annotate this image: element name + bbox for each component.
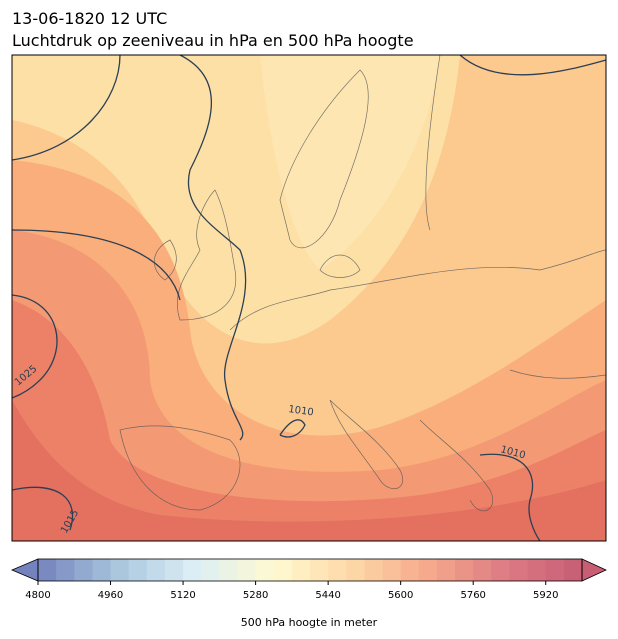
colorbar-tick-label: 5760 bbox=[460, 590, 485, 601]
colorbar-tick-label: 5280 bbox=[243, 590, 268, 601]
colorbar-segment bbox=[545, 559, 565, 581]
colorbar-segment bbox=[128, 559, 148, 581]
colorbar-tick-label: 5600 bbox=[388, 590, 413, 601]
field bbox=[12, 300, 606, 541]
colorbar-frame bbox=[37, 558, 583, 582]
colorbar-segment bbox=[563, 559, 583, 581]
colorbar-segment bbox=[400, 559, 420, 581]
colorbar-segment bbox=[201, 559, 220, 581]
colorbar-segment bbox=[164, 559, 184, 581]
colorbar-segment bbox=[509, 559, 529, 581]
colorbar-tick-label: 4960 bbox=[98, 590, 123, 601]
colorbar-segment bbox=[346, 559, 365, 581]
colorbar-segment bbox=[436, 559, 456, 581]
map-frame bbox=[11, 54, 607, 542]
map: 1025 1010 1010 1015 bbox=[12, 55, 606, 541]
colorbar-segment bbox=[92, 559, 112, 581]
colorbar-extend bbox=[10, 558, 39, 582]
colorbar-segment bbox=[364, 559, 384, 581]
field bbox=[260, 55, 440, 270]
coastlines bbox=[119, 55, 606, 512]
colorbar-segment bbox=[56, 559, 75, 581]
colorbar-segment bbox=[527, 559, 547, 581]
colorbar-segment bbox=[291, 559, 311, 581]
colorbar-segment bbox=[255, 559, 275, 581]
colorbar-tick-label: 5440 bbox=[315, 590, 340, 601]
colorbar-segment bbox=[418, 559, 438, 581]
colorbar-segment bbox=[38, 559, 57, 581]
colorbar-tick-label: 5920 bbox=[533, 590, 558, 601]
colorbar-segment bbox=[491, 559, 510, 581]
isobars bbox=[12, 55, 606, 541]
subtitle: Luchtdruk op zeeniveau in hPa en 500 hPa… bbox=[12, 31, 414, 50]
colorbar-segment bbox=[110, 559, 130, 581]
colorbar-segment bbox=[382, 559, 402, 581]
colorbar-tick-label: 5120 bbox=[170, 590, 195, 601]
colorbar: 4800 4960 5120 5280 5440 5600 5760 5920 bbox=[10, 558, 607, 601]
colorbar-segment bbox=[273, 559, 293, 581]
title: 13-06-1820 12 UTC bbox=[12, 9, 167, 28]
colorbar-label: 500 hPa hoogte in meter bbox=[241, 616, 378, 629]
colorbar-tick-label: 4800 bbox=[25, 590, 50, 601]
colorbar-segment bbox=[328, 559, 347, 581]
field bbox=[12, 230, 606, 541]
colorbar-segment bbox=[473, 559, 492, 581]
contour-label: 1010 bbox=[288, 404, 315, 418]
colorbar-segment bbox=[183, 559, 202, 581]
colorbar-segment bbox=[455, 559, 474, 581]
colorbar-segment bbox=[219, 559, 238, 581]
colorbar-segment bbox=[237, 559, 257, 581]
colorbar-segment bbox=[310, 559, 329, 581]
colorbar-extend bbox=[581, 558, 607, 582]
colorbar-segment bbox=[146, 559, 166, 581]
colorbar-segment bbox=[74, 559, 93, 581]
